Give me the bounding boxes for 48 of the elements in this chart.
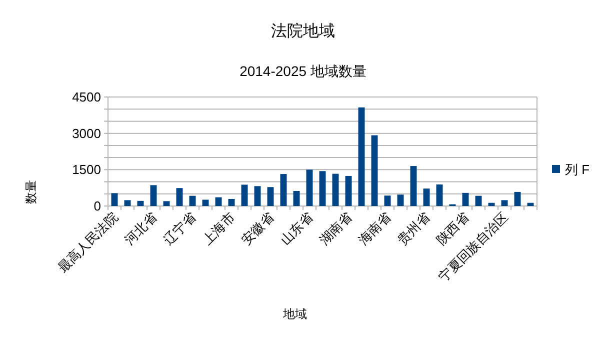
bar	[358, 107, 365, 206]
bar	[462, 192, 469, 206]
bar	[254, 186, 261, 206]
x-tick-label: 上海市	[199, 210, 238, 248]
bar	[111, 193, 118, 206]
bar	[332, 174, 339, 206]
bar	[410, 166, 417, 206]
bar	[124, 200, 131, 206]
x-tick-label: 贵州省	[394, 210, 433, 248]
bar	[306, 170, 313, 206]
x-tick-label: 山东省	[277, 210, 316, 248]
bar	[397, 194, 404, 206]
y-tick-label: 4500	[72, 90, 101, 104]
bar	[436, 184, 443, 206]
bar	[137, 200, 144, 206]
legend-label: 列 F	[565, 162, 590, 177]
bar	[241, 184, 248, 206]
bar	[189, 196, 196, 206]
bar	[228, 198, 235, 206]
bar	[319, 171, 326, 206]
bar	[163, 201, 170, 206]
bar	[423, 188, 430, 206]
x-axis-title: 地域	[282, 307, 307, 321]
x-tick-label: 湖南省	[316, 210, 355, 248]
bar	[514, 192, 521, 206]
bar	[384, 196, 391, 206]
x-tick-label: 辽宁省	[160, 210, 199, 248]
bar	[215, 197, 222, 206]
bar	[293, 190, 300, 206]
x-tick-label: 河北省	[121, 210, 160, 248]
bar	[488, 202, 495, 206]
bar	[345, 176, 352, 206]
bar	[501, 200, 508, 206]
x-tick-label: 海南省	[355, 210, 394, 248]
bar	[371, 135, 378, 206]
y-axis-title: 数量	[24, 180, 38, 204]
bar	[527, 202, 534, 206]
bar	[150, 185, 157, 206]
bar	[475, 196, 482, 206]
chart-subtitle: 2014-2025 地域数量	[240, 63, 366, 79]
x-tick-label: 安徽省	[238, 210, 277, 248]
bar	[280, 174, 287, 206]
y-tick-label: 3000	[72, 126, 101, 141]
y-tick-label: 1500	[72, 162, 101, 178]
bar	[202, 200, 209, 206]
chart-title: 法院地域	[271, 22, 335, 40]
bar	[267, 187, 274, 206]
bar	[176, 188, 183, 206]
